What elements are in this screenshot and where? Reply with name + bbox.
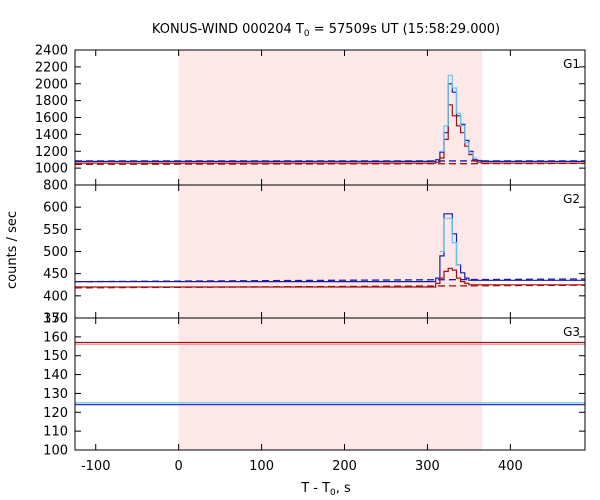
panel-frame (74, 317, 586, 451)
y-tick-label: 350 (43, 312, 68, 327)
panel-label: G2 (563, 192, 580, 206)
panels-group: 10001200140016001800200022002400800G1350… (35, 44, 586, 474)
y-tick-label: 600 (43, 201, 68, 216)
y-tick-label: 550 (43, 223, 68, 238)
x-tick-label: 300 (415, 459, 440, 474)
y-tick-label: 170 (43, 312, 68, 327)
y-tick-label: 140 (43, 368, 68, 383)
series-line (439, 74, 478, 159)
y-tick-label: 450 (43, 267, 68, 282)
x-axis-label: T - T0, s (300, 481, 351, 498)
y-tick-label: 1000 (35, 162, 68, 177)
series-line (75, 104, 585, 164)
highlight-interval (178, 50, 483, 450)
y-tick-label: 2000 (35, 77, 68, 92)
y-tick-label: 120 (43, 406, 68, 421)
y-tick-label: 2200 (35, 60, 68, 75)
y-tick-label: 1400 (35, 128, 68, 143)
x-tick-label: 100 (249, 459, 274, 474)
y-tick-label: 500 (43, 245, 68, 260)
y-tick-label: 1600 (35, 111, 68, 126)
background-level (74, 162, 586, 165)
panel-label: G3 (563, 325, 580, 339)
panel-label: G1 (563, 57, 580, 71)
y-axis-label: counts / sec (5, 211, 20, 289)
y-tick-label: 100 (43, 444, 68, 459)
series-line (75, 83, 585, 162)
y-tick-label: 110 (43, 425, 68, 440)
y-tick-label: 1200 (35, 145, 68, 160)
x-tick-label: -100 (81, 459, 111, 474)
background-level (74, 278, 586, 283)
chart-title: KONUS-WIND 000204 T0 = 57509s UT (15:58:… (152, 22, 500, 39)
x-tick-label: 400 (498, 459, 523, 474)
y-tick-label: 160 (43, 330, 68, 345)
x-tick-label: 200 (332, 459, 357, 474)
y-tick-label: 800 (43, 179, 68, 194)
y-tick-label: 400 (43, 289, 68, 304)
y-tick-label: 130 (43, 387, 68, 402)
y-tick-label: 1800 (35, 94, 68, 109)
x-tick-label: 0 (175, 459, 183, 474)
y-tick-label: 150 (43, 349, 68, 364)
series-line (439, 217, 461, 266)
series-line (75, 267, 585, 288)
y-tick-label: 2400 (35, 44, 68, 59)
